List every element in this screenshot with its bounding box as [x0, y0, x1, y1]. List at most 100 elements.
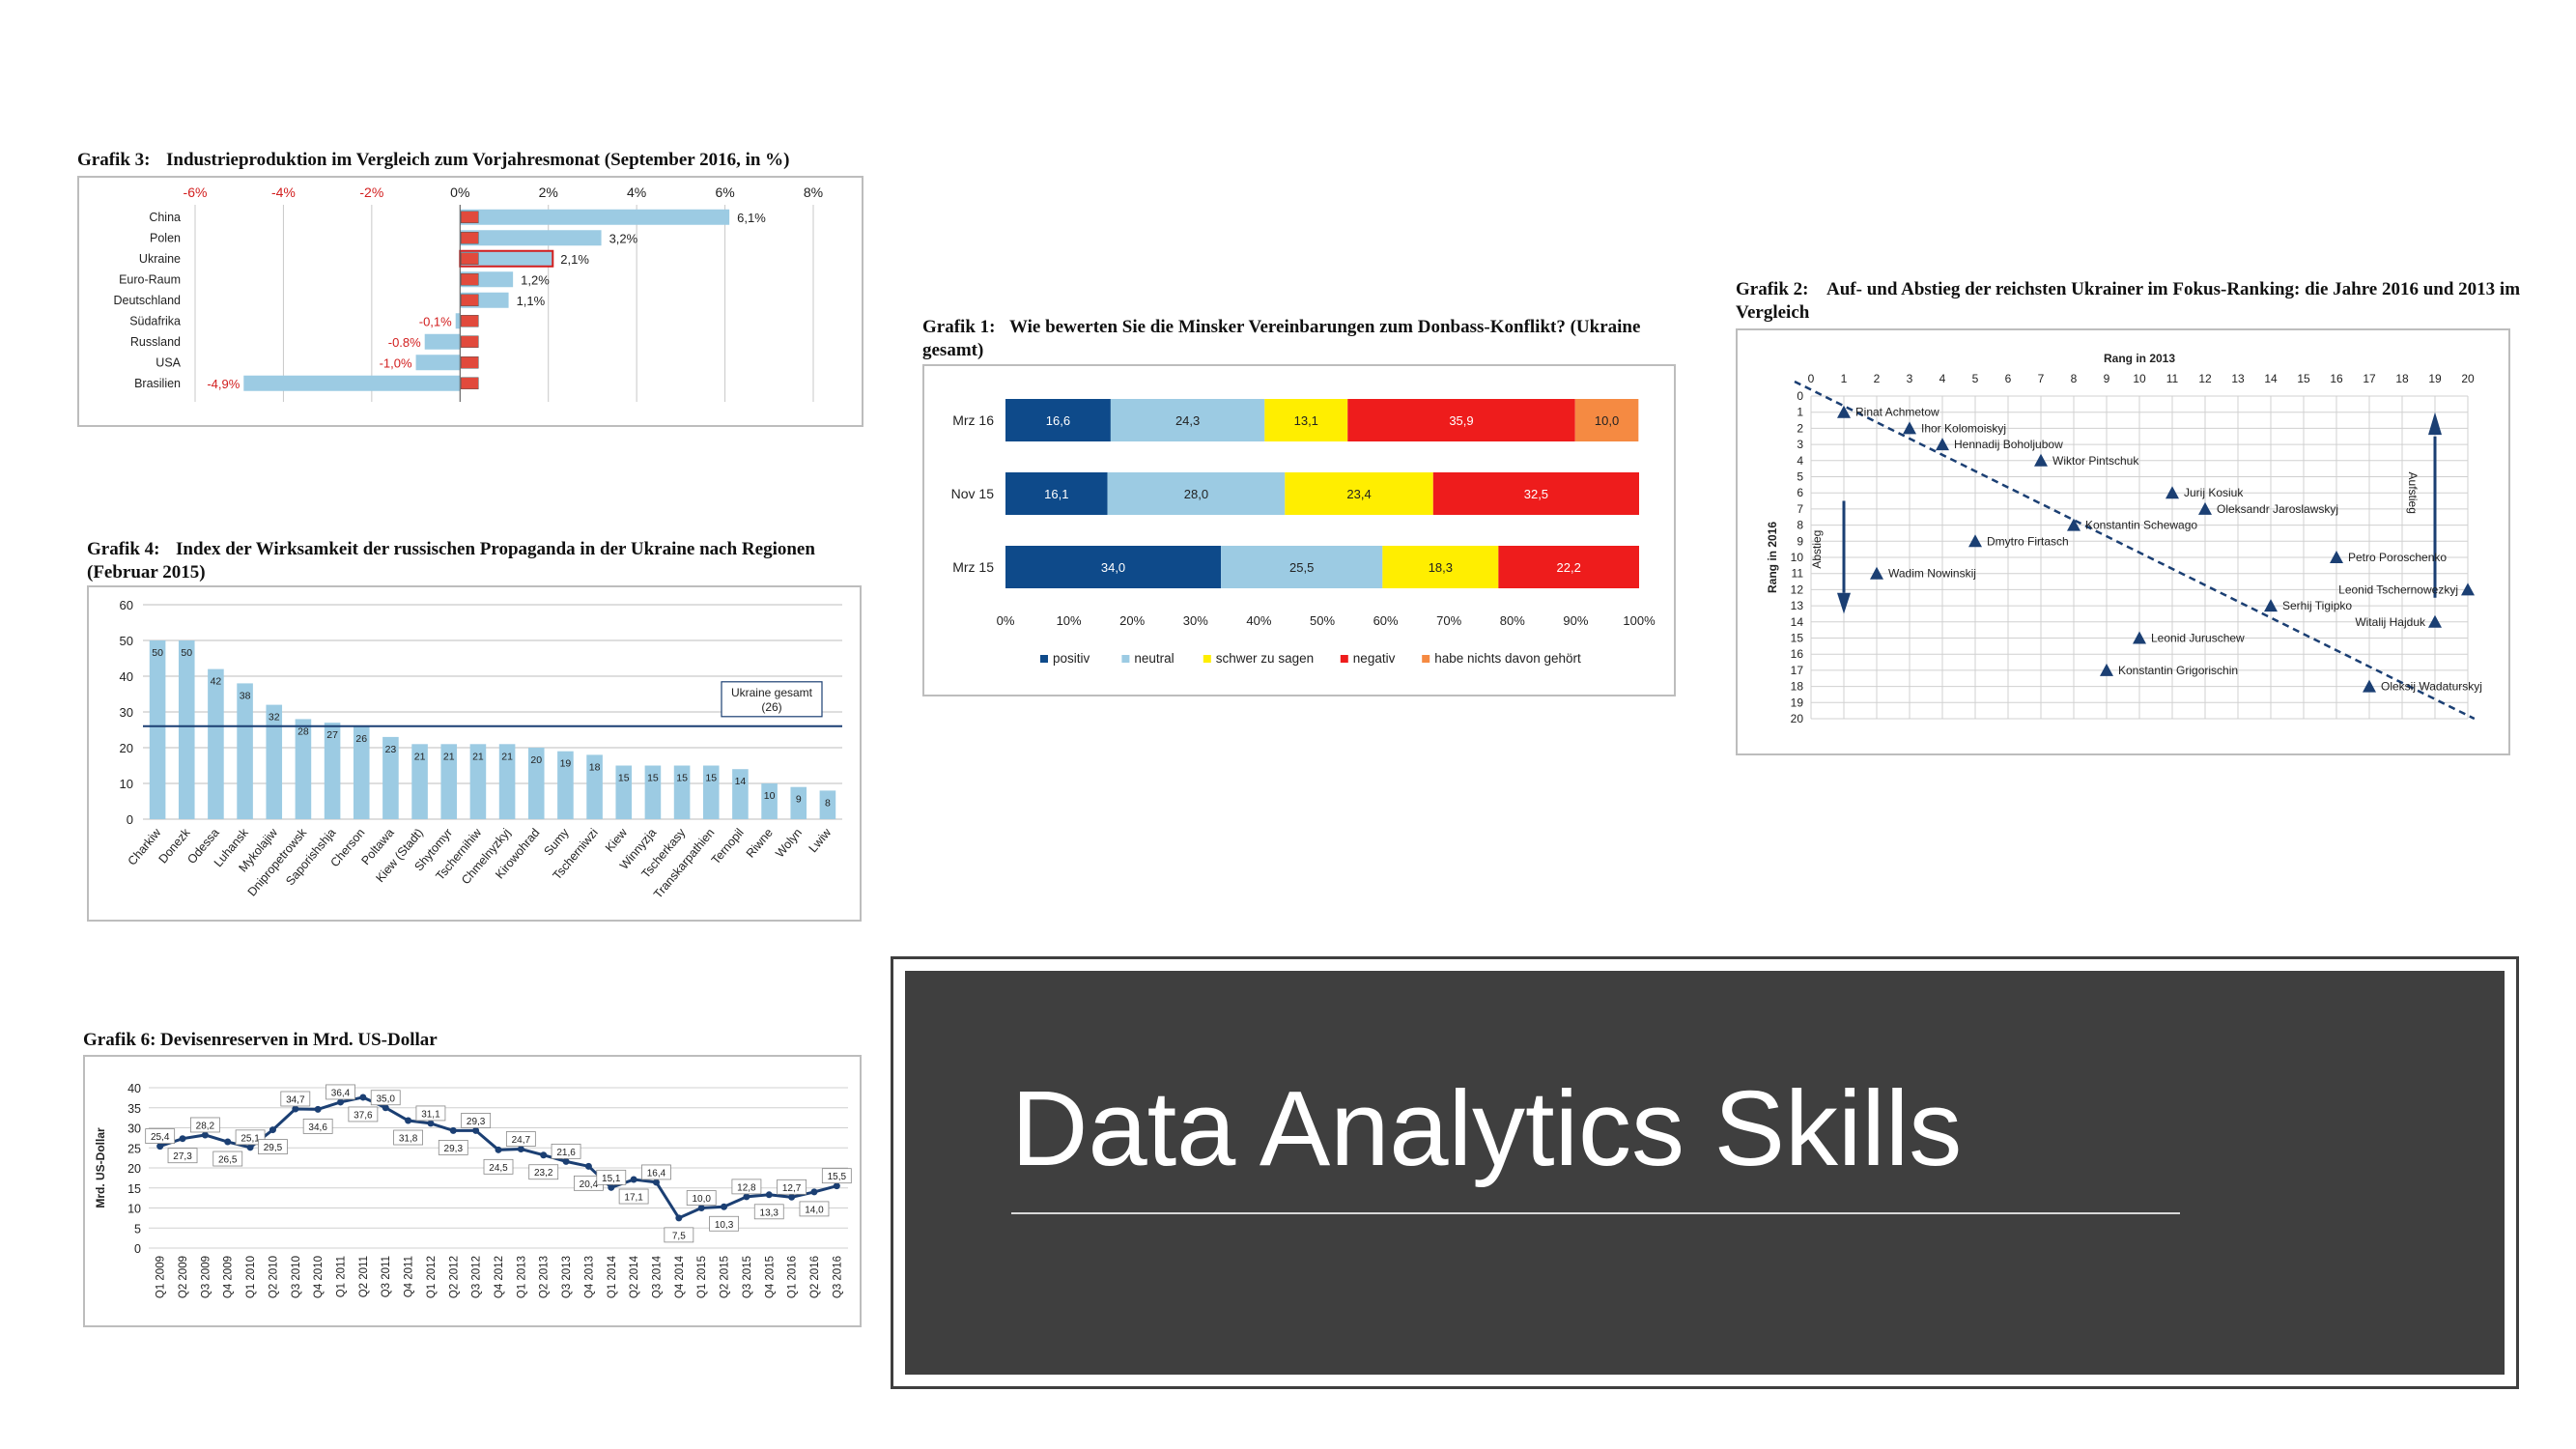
grafik-3-bar: [460, 209, 730, 225]
grafik-6-point: [179, 1135, 186, 1143]
grafik-1-data-label: 10,0: [1595, 413, 1619, 428]
grafik-4-bar: [324, 723, 341, 819]
grafik-6-category-label: Q1 2013: [516, 1256, 527, 1298]
grafik-2-x-tick-label: 9: [2104, 372, 2110, 385]
grafik-4-category-label: Riwne: [744, 826, 776, 861]
grafik-6-frame: 0 5 10 15 20 25 30 35 40 Mrd. US-Dollar 25,4 Q1 200…: [83, 1055, 862, 1327]
grafik-2-y-tick-label: 19: [1791, 696, 1804, 709]
slide-title-inner: Data Analytics Skills: [905, 971, 2505, 1375]
grafik-4-bar: [353, 725, 370, 819]
grafik-6-data-label-box: [258, 1139, 288, 1154]
grafik-6-point: [427, 1120, 435, 1127]
grafik-2-point: [2330, 551, 2343, 563]
grafik-2-point-label: Hennadij Boholjubow: [1954, 438, 2063, 451]
grafik-3-flag-icon: [461, 377, 479, 389]
grafik-2-x-tick-label: 1: [1841, 372, 1848, 385]
grafik-4-data-label: 20: [530, 754, 542, 766]
grafik-6-data-label: 7,5: [672, 1231, 686, 1241]
grafik-2-y-tick-label: 11: [1792, 567, 1804, 581]
grafik-4-bar: [557, 751, 574, 819]
grafik-6-point: [269, 1126, 276, 1134]
grafik-6-data-label-box: [641, 1164, 671, 1180]
grafik-4-data-label: 32: [269, 712, 280, 724]
grafik-4-tick-label: 20: [120, 741, 133, 755]
grafik-2-y-tick-label: 0: [1797, 389, 1803, 403]
slide-title-panel: Data Analytics Skills: [891, 956, 2519, 1389]
grafik-2-number: Grafik 2:: [1736, 279, 1809, 299]
grafik-6-data-label-box: [799, 1201, 830, 1217]
grafik-3-category-label: Südafrika: [129, 314, 181, 327]
grafik-2-y-tick-label: 1: [1797, 406, 1803, 419]
grafik-6-point: [697, 1205, 705, 1211]
grafik-2-point: [2067, 518, 2081, 531]
grafik-4-bar: [208, 668, 224, 819]
grafik-6-data-label: 29,3: [444, 1144, 464, 1154]
grafik-4-tick-label: 0: [127, 812, 133, 827]
grafik-2-point-label: Oleksandr Jaroslawskyj: [2217, 502, 2338, 516]
grafik-6-point: [449, 1126, 457, 1134]
grafik-3-tick-label: 0%: [450, 185, 469, 200]
grafik-3-category-label: Euro-Raum: [119, 272, 181, 286]
grafik-4-data-label: 26: [355, 733, 367, 745]
grafik-3-category-label: China: [149, 211, 181, 224]
grafik-4-bar: [673, 765, 691, 819]
grafik-3-flag-icon: [461, 232, 479, 244]
grafik-1-data-label: 35,9: [1449, 413, 1473, 428]
grafik-6-tick-label: 20: [127, 1162, 141, 1176]
grafik-2-point-label: Petro Poroschenko: [2348, 551, 2447, 564]
grafik-2-y-tick-label: 5: [1797, 470, 1803, 484]
grafik-4-data-label: 14: [735, 776, 747, 787]
grafik-3-tick-label: 6%: [715, 185, 734, 200]
grafik-1-legend-label: neutral: [1134, 651, 1174, 666]
grafik-6-point: [405, 1117, 412, 1124]
grafik-1-data-label: 28,0: [1184, 487, 1208, 501]
grafik-6-point: [630, 1176, 637, 1183]
grafik-6-point: [517, 1145, 524, 1152]
grafik-6-data-label: 15,1: [602, 1174, 621, 1184]
grafik-1-category-label: Mrz 16: [952, 412, 994, 428]
grafik-1-data-label: 16,6: [1046, 413, 1070, 428]
grafik-1-tick-label: 10%: [1057, 613, 1082, 628]
grafik-1-data-label: 16,1: [1044, 487, 1068, 501]
grafik-6-category-label: Q3 2016: [832, 1256, 843, 1298]
grafik-4-data-label: 18: [589, 761, 601, 773]
grafik-3-data-label: 6,1%: [737, 211, 766, 225]
grafik-4-data-label: 15: [705, 773, 717, 784]
grafik-4-data-label: 21: [501, 751, 513, 762]
grafik-2-point-label: Leonid Tschernowezkyj: [2338, 582, 2458, 596]
grafik-6-data-label: 27,3: [173, 1151, 192, 1162]
grafik-6-category-label: Q2 2013: [539, 1256, 551, 1298]
grafik-2-x-tick-label: 2: [1874, 372, 1881, 385]
grafik-2-x-tick-label: 18: [2395, 372, 2409, 385]
grafik-2-y-tick-label: 13: [1791, 599, 1804, 612]
grafik-6-point: [833, 1182, 840, 1190]
grafik-6-category-label: Q3 2013: [561, 1256, 573, 1298]
grafik-3-data-label: 2,1%: [560, 252, 589, 267]
grafik-1-tick-label: 70%: [1436, 613, 1461, 628]
grafik-6-data-label: 36,4: [331, 1088, 351, 1098]
grafik-3-bar: [460, 230, 602, 246]
grafik-1-legend-swatch: [1040, 655, 1048, 663]
grafik-6-data-label-box: [777, 1179, 807, 1195]
grafik-4-chart: 010203040506050Charkiw50Donezk42Odessa38…: [120, 598, 842, 901]
grafik-6-data-label-box: [664, 1227, 694, 1243]
grafik-2-x-tick-label: 19: [2428, 372, 2442, 385]
grafik-1-data-label: 23,4: [1346, 487, 1371, 501]
grafik-1-data-label: 18,3: [1429, 560, 1453, 575]
grafik-6-category-label: Q1 2014: [607, 1255, 618, 1298]
grafik-6-point: [721, 1203, 728, 1210]
grafik-6-tick-label: 10: [127, 1203, 141, 1216]
grafik-3-tick-label: -2%: [359, 185, 383, 200]
grafik-4-bar: [149, 640, 166, 819]
grafik-6-chart: 0 5 10 15 20 25 30 35 40 Mrd. US-Dollar 25,4 Q1 200…: [94, 1082, 852, 1298]
grafik-1-bar-segment: [1221, 546, 1383, 588]
grafik-3-flag-icon: [461, 356, 479, 369]
grafik-4-data-label: 50: [152, 647, 163, 659]
grafik-2-x-tick-label: 17: [2363, 372, 2376, 385]
grafik-2-x-tick-label: 12: [2198, 372, 2212, 385]
grafik-2-y-tick-label: 7: [1797, 502, 1803, 516]
grafik-6-data-label: 25,1: [241, 1133, 260, 1144]
grafik-1-chart: Mrz 16 16,6 24,3 13,1 35,9 10,0 Nov 15 16,1 28,0…: [951, 399, 1656, 666]
grafik-1-bar-segment: [1382, 546, 1499, 588]
grafik-4-bar: [819, 790, 836, 819]
